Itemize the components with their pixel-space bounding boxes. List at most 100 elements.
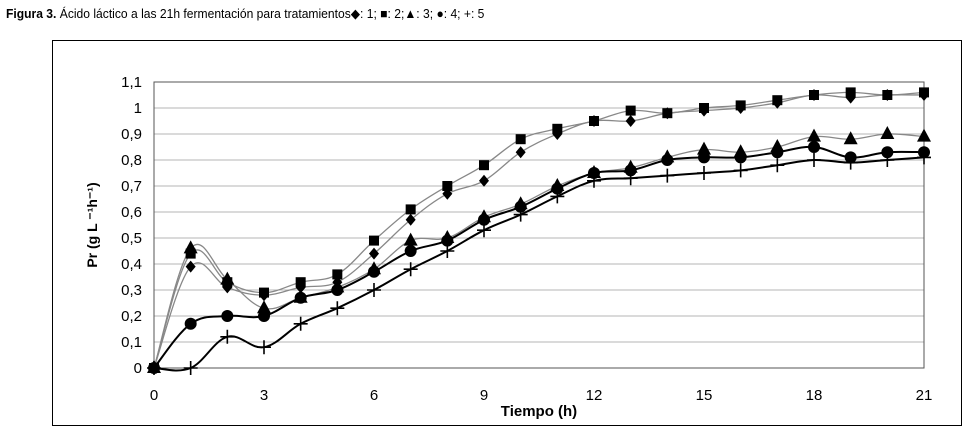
data-point-circle xyxy=(294,291,307,304)
plot-area xyxy=(153,81,925,369)
caption-legend: ◆: 1; ■: 2;▲: 3; ●: 4; +: 5 xyxy=(350,6,485,21)
data-point-square xyxy=(332,269,343,280)
data-point-plus xyxy=(917,150,931,165)
data-point-square xyxy=(735,100,746,111)
y-tick-label: 0 xyxy=(134,360,142,377)
x-axis-label: Tiempo (h) xyxy=(501,403,577,420)
data-point-triangle xyxy=(183,240,198,254)
data-point-circle xyxy=(661,154,674,166)
data-point-square xyxy=(259,287,269,298)
data-point-plus xyxy=(330,301,345,316)
y-axis-label: Pr (g L ⁻¹h⁻¹) xyxy=(84,182,100,267)
series-diamond-line xyxy=(153,94,925,369)
series-circle-line xyxy=(153,145,925,369)
caption-text: Ácido láctico a las 21h fermentación par… xyxy=(59,6,351,21)
data-point-plus xyxy=(513,207,528,222)
y-tick-label: 0,3 xyxy=(121,282,142,299)
data-point-plus xyxy=(660,168,675,183)
y-tick-label: 0,8 xyxy=(121,152,142,169)
y-tick-label: 0,9 xyxy=(121,126,142,143)
data-point-circle xyxy=(734,151,747,164)
data-point-triangle xyxy=(917,128,931,142)
data-point-square xyxy=(369,235,379,246)
data-point-plus xyxy=(147,361,161,375)
chart-frame xyxy=(52,40,962,426)
data-point-triangle xyxy=(843,131,858,145)
y-tick-label: 0,5 xyxy=(121,230,142,247)
data-point-square xyxy=(295,277,306,288)
data-point-plus xyxy=(697,166,711,180)
data-point-plus xyxy=(843,155,858,170)
series-plus-line xyxy=(153,156,925,372)
data-point-plus xyxy=(807,153,821,167)
data-point-square xyxy=(479,160,489,171)
data-point-plus xyxy=(587,173,601,188)
data-point-square xyxy=(515,134,526,145)
y-tick-label: 0,4 xyxy=(121,256,142,273)
x-tick-label: 21 xyxy=(916,387,933,404)
data-point-triangle xyxy=(220,271,235,285)
data-point-diamond xyxy=(405,213,416,226)
data-point-circle xyxy=(881,146,894,159)
data-point-square xyxy=(772,95,783,106)
data-point-triangle xyxy=(880,126,895,139)
data-point-triangle xyxy=(697,141,711,155)
data-point-circle xyxy=(258,310,270,322)
data-point-square xyxy=(809,90,819,100)
y-tick-label: 1,1 xyxy=(121,74,142,91)
data-point-plus xyxy=(623,171,638,186)
data-point-square xyxy=(552,123,563,134)
data-point-plus xyxy=(403,262,418,277)
y-tick-label: 0,6 xyxy=(121,204,142,221)
data-point-triangle xyxy=(403,232,418,246)
y-tick-label: 0,2 xyxy=(121,308,142,325)
y-tick-label: 1 xyxy=(134,100,142,117)
data-point-circle xyxy=(624,164,637,177)
data-point-diamond xyxy=(625,115,636,127)
data-point-plus xyxy=(293,316,308,331)
data-point-diamond xyxy=(185,260,196,273)
x-tick-label: 3 xyxy=(260,387,268,404)
data-point-square xyxy=(845,87,856,98)
data-point-square xyxy=(405,204,416,215)
data-point-circle xyxy=(551,182,564,195)
data-point-plus xyxy=(257,340,271,355)
data-point-diamond xyxy=(369,247,379,260)
y-axis-ticks: 0 0,1 0,2 0,3 0,4 0,5 0,6 0,7 0,8 0,9 1 1,1 xyxy=(121,74,142,377)
data-point-square xyxy=(442,181,453,191)
data-point-square xyxy=(919,87,929,98)
data-point-circle xyxy=(221,310,234,322)
x-tick-label: 12 xyxy=(586,387,603,404)
x-tick-label: 0 xyxy=(150,387,158,404)
data-point-diamond xyxy=(515,146,526,159)
data-point-plus xyxy=(220,329,235,344)
x-tick-label: 9 xyxy=(480,387,488,404)
data-point-square xyxy=(185,248,196,259)
data-point-square xyxy=(625,105,636,116)
grid-lines xyxy=(154,81,924,369)
data-point-triangle xyxy=(807,128,821,142)
data-point-square xyxy=(882,90,893,100)
data-point-circle xyxy=(588,167,600,179)
data-point-plus xyxy=(367,283,381,297)
data-point-diamond xyxy=(479,174,489,187)
data-point-square xyxy=(662,108,673,119)
y-tick-label: 0,7 xyxy=(121,178,142,195)
series-markers xyxy=(147,87,931,375)
data-point-triangle xyxy=(257,300,271,314)
data-point-circle xyxy=(404,245,417,257)
data-point-square xyxy=(699,103,709,113)
data-point-circle xyxy=(368,265,380,278)
data-point-circle xyxy=(184,317,197,330)
figure-caption: Figura 3. Ácido láctico a las 21h fermen… xyxy=(6,6,484,22)
data-point-plus xyxy=(770,158,785,173)
data-point-circle xyxy=(771,146,784,159)
data-point-circle xyxy=(441,234,454,247)
y-tick-label: 0,1 xyxy=(121,334,142,351)
data-point-plus xyxy=(183,361,198,375)
data-point-circle xyxy=(808,141,820,153)
caption-label: Figura 3. xyxy=(6,6,57,21)
data-point-circle xyxy=(331,284,344,296)
data-point-square xyxy=(589,116,599,126)
